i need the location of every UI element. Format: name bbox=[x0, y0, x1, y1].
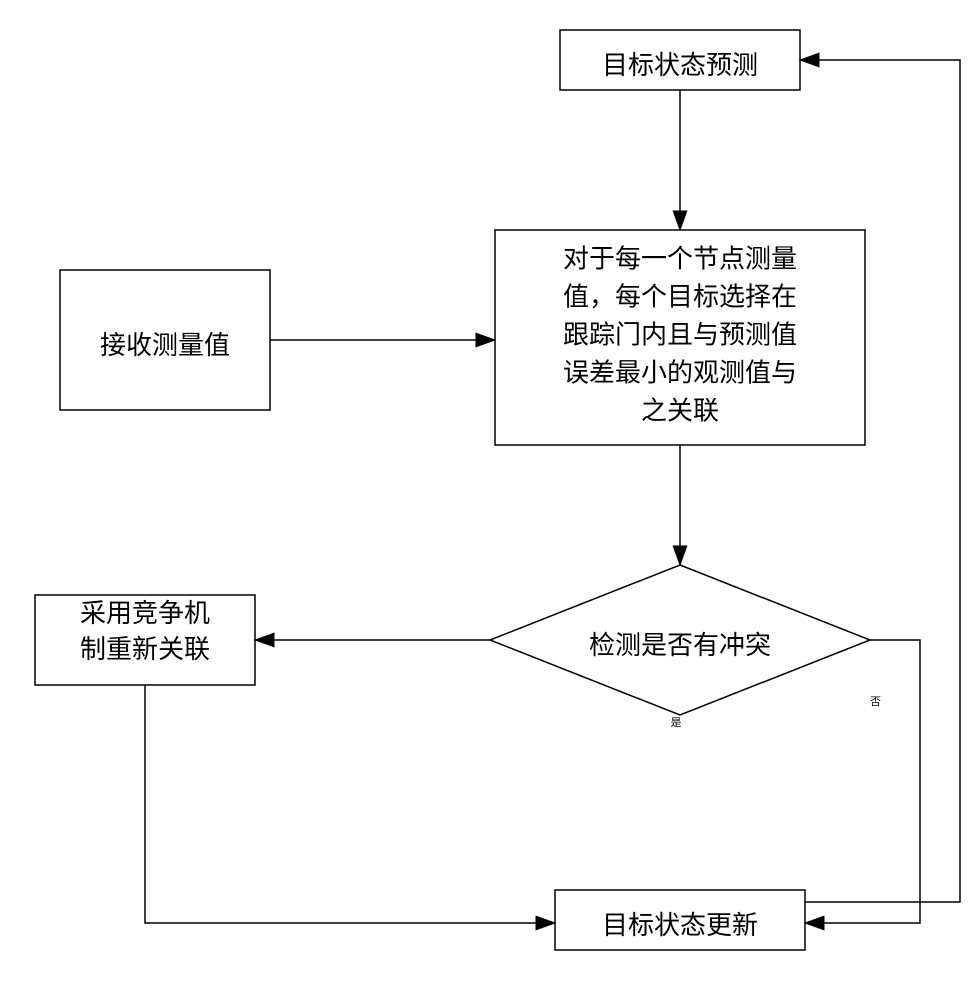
node-check-yes-label: 是 bbox=[671, 716, 682, 729]
node-update: 目标状态更新 bbox=[555, 890, 805, 950]
edge-check-to-update bbox=[805, 640, 920, 923]
edges bbox=[145, 60, 960, 923]
node-update-label: 目标状态更新 bbox=[602, 911, 758, 940]
node-compete: 采用竞争机制重新关联 bbox=[35, 595, 255, 685]
node-check-no-label: 否 bbox=[870, 696, 881, 708]
node-receive: 接收测量值 bbox=[60, 270, 270, 410]
node-predict: 目标状态预测 bbox=[560, 30, 800, 90]
node-check-label: 检测是否有冲突 bbox=[589, 631, 771, 660]
edge-update-to-predict bbox=[800, 60, 960, 902]
node-check: 检测是否有冲突 是 否 bbox=[490, 565, 881, 729]
node-receive-label: 接收测量值 bbox=[100, 331, 230, 360]
node-associate: 对于每一个节点测量值，每个目标选择在跟踪门内且与预测值误差最小的观测值与之关联 bbox=[495, 230, 865, 445]
node-predict-label: 目标状态预测 bbox=[602, 51, 758, 80]
edge-compete-to-update bbox=[145, 685, 555, 923]
